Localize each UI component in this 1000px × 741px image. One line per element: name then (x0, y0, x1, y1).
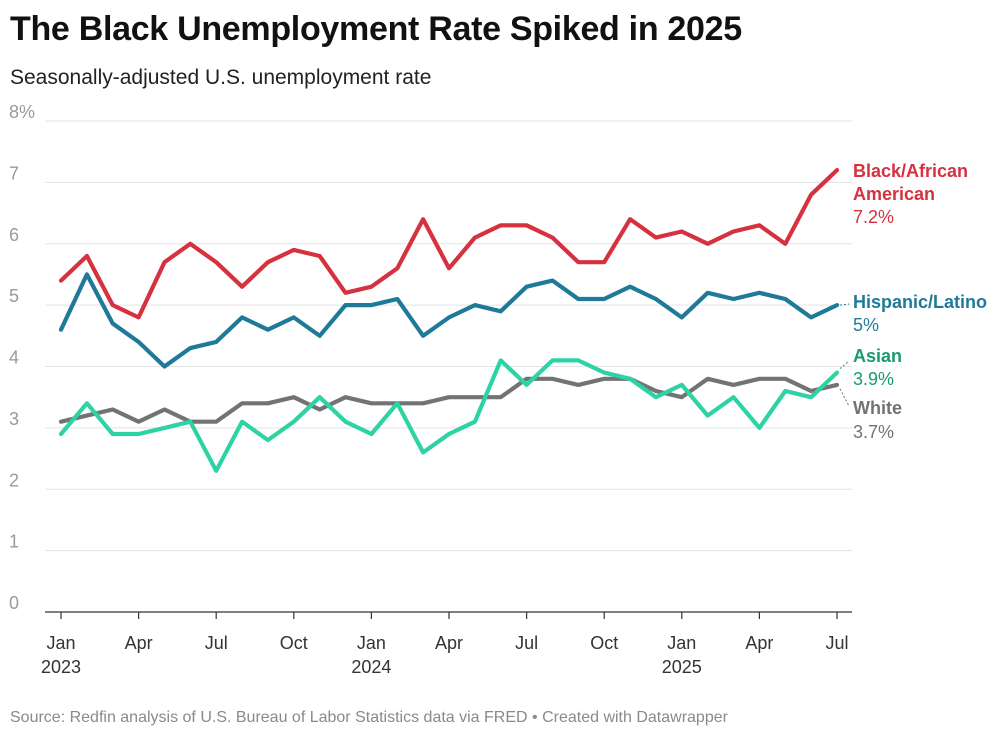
label-connector (839, 388, 850, 407)
y-tick-label: 5 (9, 286, 19, 306)
x-tick-label: Apr (125, 633, 153, 653)
x-tick-label: Jan (46, 633, 75, 653)
y-tick-label: 0 (9, 593, 19, 613)
y-tick-label: 8% (9, 102, 35, 122)
label-white-value: 3.7% (853, 422, 894, 442)
label-white-name: White (853, 398, 902, 418)
y-tick-label: 6 (9, 225, 19, 245)
x-tick-label: Oct (280, 633, 308, 653)
x-tick-label: Oct (590, 633, 618, 653)
label-connector (839, 360, 850, 370)
x-tick-year-label: 2023 (41, 657, 81, 677)
series-line-white (58, 376, 840, 424)
y-tick-label: 7 (9, 163, 19, 183)
series-lines (58, 168, 840, 473)
label-black-name: American (853, 184, 935, 204)
x-tick-year-label: 2025 (662, 657, 702, 677)
label-connector (839, 303, 850, 306)
x-tick-label: Apr (435, 633, 463, 653)
x-axis: Jan 2023 Apr Jul Oct Jan 2024 Apr Jul Oct Jan 2025 A… (41, 612, 849, 677)
series-labels: Black/African American 7.2% Hispanic/Latino… (839, 161, 987, 442)
line-chart: 0 1 2 3 4 5 6 7 8% Jan 2023 Apr Jul Oct Jan 2024 Apr Jul… (9, 102, 987, 677)
chart-subtitle: Seasonally-adjusted U.S. unemployment ra… (10, 66, 432, 89)
x-tick-label: Jan (357, 633, 386, 653)
x-tick-label: Jul (825, 633, 848, 653)
y-tick-label: 2 (9, 470, 19, 490)
label-hispanic-name: Hispanic/Latino (853, 292, 987, 312)
label-hispanic-value: 5% (853, 315, 879, 335)
y-tick-label: 3 (9, 409, 19, 429)
x-tick-label: Jul (205, 633, 228, 653)
y-tick-label: 1 (9, 532, 19, 552)
series-line-hispanic-latino (58, 272, 840, 369)
x-tick-label: Jan (667, 633, 696, 653)
label-asian-name: Asian (853, 346, 902, 366)
label-black-value: 7.2% (853, 207, 894, 227)
y-axis: 0 1 2 3 4 5 6 7 8% (9, 102, 35, 613)
y-tick-label: 4 (9, 348, 19, 368)
x-tick-label: Apr (745, 633, 773, 653)
label-asian-value: 3.9% (853, 369, 894, 389)
x-tick-label: Jul (515, 633, 538, 653)
label-black-name: Black/African (853, 161, 968, 181)
chart-title: The Black Unemployment Rate Spiked in 20… (10, 10, 742, 48)
x-tick-year-label: 2024 (351, 657, 391, 677)
source-note: Source: Redfin analysis of U.S. Bureau o… (10, 709, 728, 726)
